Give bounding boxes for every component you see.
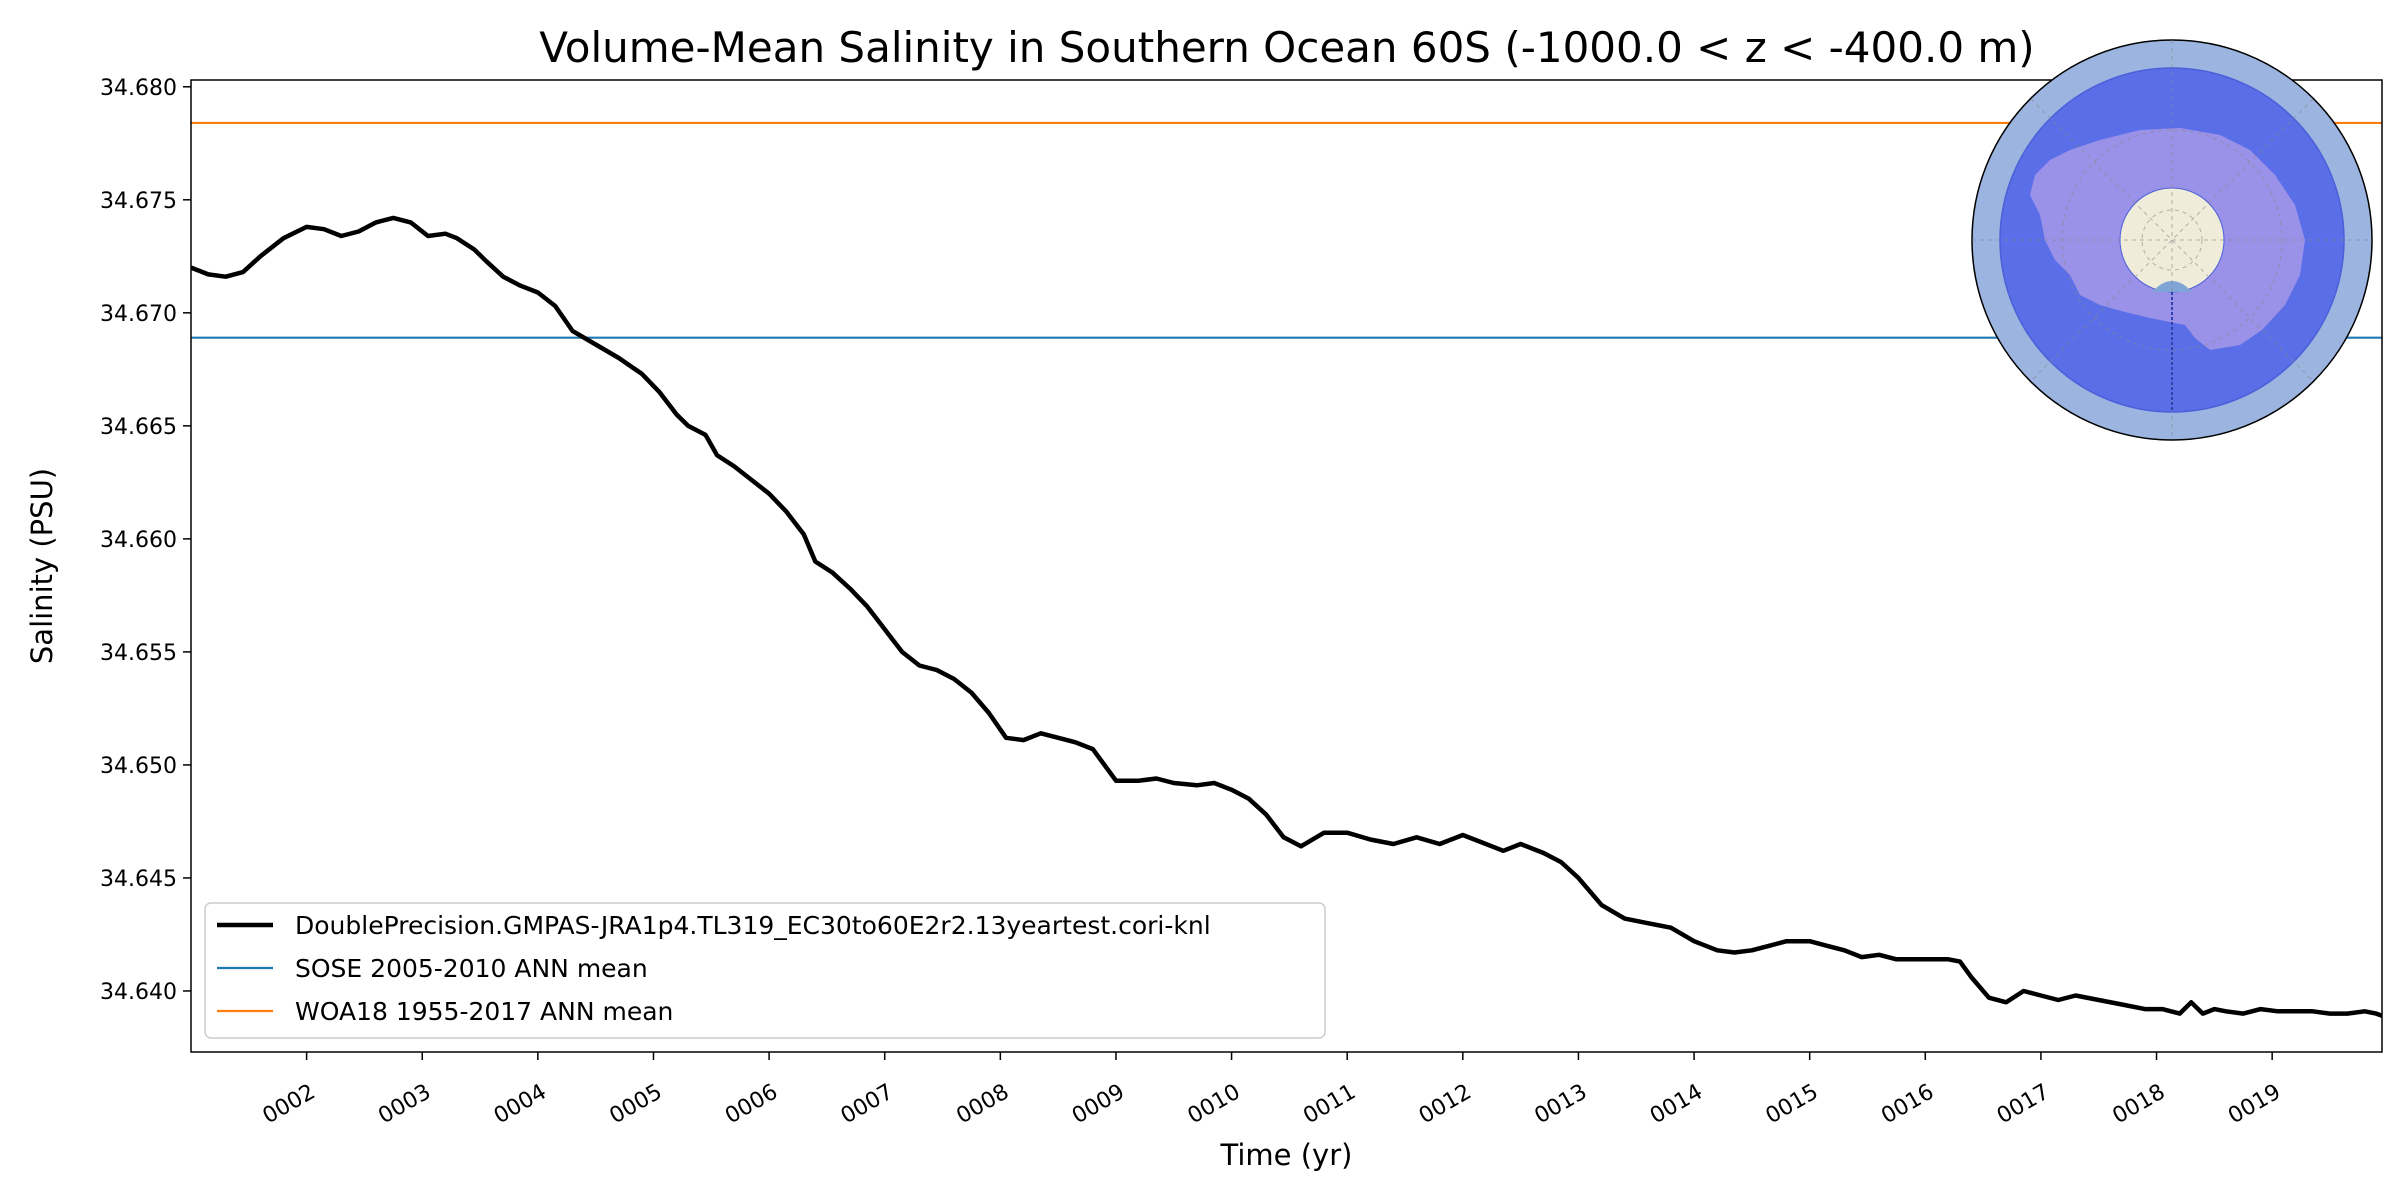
y-tick-label: 34.665	[100, 415, 177, 440]
x-tick-label: 0008	[952, 1080, 1013, 1130]
x-tick-label: 0016	[1877, 1080, 1938, 1130]
antarctica-map-inset	[1971, 39, 2373, 441]
x-tick-label: 0010	[1184, 1080, 1245, 1130]
y-axis-label: Salinity (PSU)	[25, 468, 59, 664]
map-small-region	[2152, 281, 2192, 292]
y-tick-label: 34.640	[100, 980, 177, 1005]
x-tick-label: 0002	[259, 1080, 320, 1130]
x-tick-label: 0015	[1762, 1080, 1823, 1130]
map-gridlines	[1972, 40, 2372, 440]
y-tick-label: 34.645	[100, 867, 177, 892]
x-tick-label: 0018	[2109, 1080, 2170, 1130]
y-tick-label: 34.680	[100, 76, 177, 101]
legend-label-1: SOSE 2005-2010 ANN mean	[295, 954, 648, 983]
x-tick-label: 0005	[605, 1080, 666, 1130]
x-tick-label: 0014	[1646, 1080, 1707, 1130]
legend-label-2: WOA18 1955-2017 ANN mean	[295, 997, 673, 1026]
salinity-series-line	[191, 215, 2382, 1018]
x-tick-label: 0013	[1530, 1080, 1591, 1130]
x-tick-label: 0009	[1068, 1080, 1129, 1130]
x-tick-label: 0019	[2224, 1080, 2285, 1130]
y-tick-label: 34.670	[100, 302, 177, 327]
y-tick-label: 34.650	[100, 754, 177, 779]
x-tick-label: 0003	[374, 1080, 435, 1130]
x-tick-label: 0007	[837, 1080, 898, 1130]
x-tick-label: 0011	[1299, 1080, 1360, 1130]
legend-box	[204, 902, 1326, 1039]
plot-frame	[190, 79, 2383, 1053]
x-tick-label: 0017	[1993, 1080, 2054, 1130]
x-axis-label: Time (yr)	[1220, 1138, 1353, 1172]
legend-label-0: DoublePrecision.GMPAS-JRA1p4.TL319_EC30t…	[295, 911, 1211, 940]
x-tick-label: 0012	[1415, 1080, 1476, 1130]
x-tick-label: 0006	[721, 1080, 782, 1130]
y-tick-label: 34.660	[100, 528, 177, 553]
chart-title: Volume-Mean Salinity in Southern Ocean 6…	[539, 23, 2034, 72]
y-tick-label: 34.655	[100, 641, 177, 666]
y-tick-label: 34.675	[100, 189, 177, 214]
x-tick-label: 0004	[490, 1080, 551, 1130]
legend: DoublePrecision.GMPAS-JRA1p4.TL319_EC30t…	[204, 902, 1326, 1039]
